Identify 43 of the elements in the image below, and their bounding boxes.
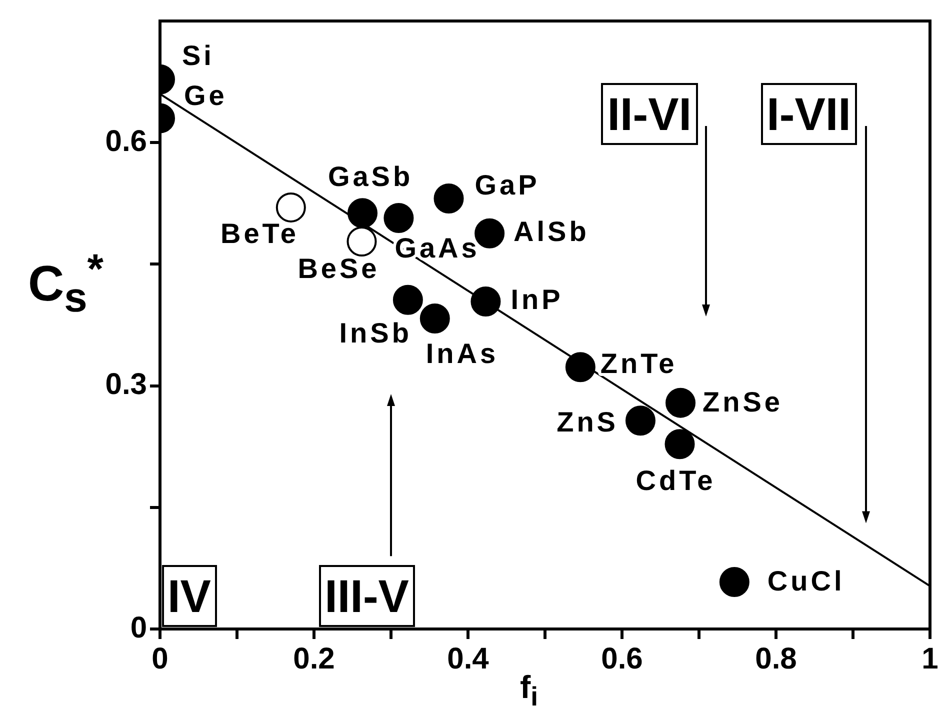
x-tick-label: 0.4 <box>447 642 490 676</box>
x-axis-title: f$_{i}$ <box>520 669 538 712</box>
point <box>346 226 377 256</box>
series-label: GaSb <box>328 160 414 192</box>
y-tick-label: 0 <box>130 611 147 644</box>
series-label: InSb <box>339 318 412 349</box>
point <box>470 286 501 316</box>
y-tick-label: 0.6 <box>105 124 147 158</box>
x-tick-label: 0 <box>152 642 168 676</box>
point <box>719 566 750 597</box>
point <box>276 192 306 222</box>
x-tick-label: 0.8 <box>755 642 797 676</box>
series-label: CuCl <box>767 566 845 597</box>
point <box>434 184 464 214</box>
annotation: II-VI <box>601 83 698 146</box>
point <box>625 406 656 436</box>
series-label: ZnTe <box>600 348 678 379</box>
point <box>565 352 596 382</box>
series-label: AlSb <box>514 216 590 248</box>
series-label: BeSe <box>298 253 380 284</box>
point <box>392 284 423 315</box>
point <box>420 304 450 334</box>
point <box>666 388 696 418</box>
series-label: Ge <box>184 80 228 111</box>
series-label: ZnS <box>556 406 618 438</box>
series-label: Si <box>182 40 214 72</box>
x-tick-label: 1 <box>922 642 938 676</box>
series-label: CdTe <box>636 464 716 496</box>
x-tick-label: 0.6 <box>601 642 643 676</box>
series-label: InP <box>510 284 564 316</box>
point <box>474 218 505 248</box>
series-label: ZnSe <box>702 386 783 418</box>
series-label: BeTe <box>220 218 299 250</box>
point <box>384 202 414 233</box>
annotation: I-VII <box>760 83 857 146</box>
series-label: GaP <box>474 169 540 200</box>
y-tick-label: 0.3 <box>105 368 147 402</box>
point <box>664 429 695 460</box>
annotation: IV <box>162 564 217 627</box>
series-label: InAs <box>426 338 499 370</box>
point <box>348 198 378 228</box>
x-tick-label: 0.2 <box>293 642 335 676</box>
annotation: III-V <box>318 564 415 627</box>
